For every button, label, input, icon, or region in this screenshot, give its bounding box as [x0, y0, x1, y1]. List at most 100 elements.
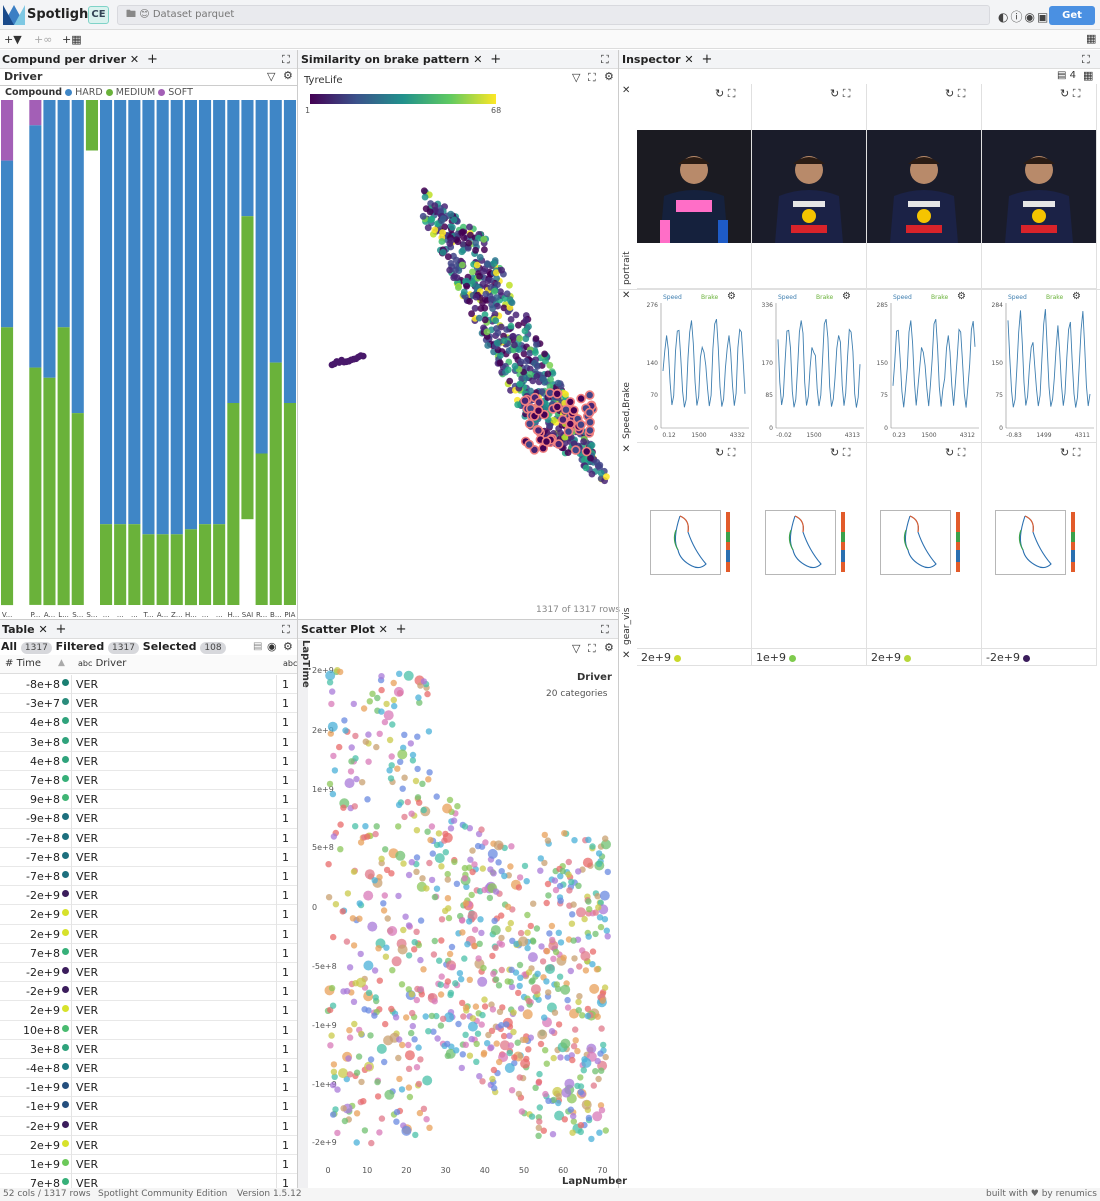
scatter-point[interactable]: [393, 1118, 400, 1125]
scatter-point[interactable]: [491, 917, 498, 924]
scatter-point[interactable]: [458, 1064, 465, 1072]
scatter-point[interactable]: [477, 976, 488, 987]
scatter-point[interactable]: [348, 758, 355, 765]
scatter-point[interactable]: [540, 1127, 547, 1134]
scatter-point[interactable]: [329, 1081, 337, 1089]
scatter-point[interactable]: [464, 941, 471, 948]
scatter-point[interactable]: [420, 678, 428, 685]
scatter-point[interactable]: [487, 866, 494, 873]
scatter-point[interactable]: [417, 1056, 424, 1063]
scatter-point[interactable]: [495, 859, 502, 866]
scatter-point[interactable]: [575, 1007, 582, 1014]
embedding-point[interactable]: [475, 314, 483, 322]
embedding-point[interactable]: [493, 325, 500, 332]
scatter-point[interactable]: [541, 1014, 548, 1021]
bar-segment-hard[interactable]: [227, 100, 240, 403]
selected-point[interactable]: [569, 405, 579, 416]
scatter-point[interactable]: [345, 1055, 352, 1062]
embedding-point[interactable]: [533, 341, 540, 348]
embedding-point[interactable]: [465, 239, 473, 247]
scatter-point[interactable]: [580, 951, 591, 961]
embedding-point[interactable]: [428, 215, 436, 223]
scatter-point[interactable]: [327, 1042, 334, 1049]
expand-icon[interactable]: ⛶: [1072, 446, 1081, 459]
embedding-point[interactable]: [504, 366, 512, 374]
scatter-point[interactable]: [419, 780, 426, 787]
embedding-point[interactable]: [489, 305, 496, 312]
embedding-point[interactable]: [481, 316, 489, 324]
tab-table[interactable]: Table: [2, 623, 35, 636]
scatter-point[interactable]: [598, 1107, 606, 1114]
bar-segment-hard[interactable]: [213, 100, 226, 525]
embedding-point[interactable]: [542, 403, 549, 411]
embedding-point[interactable]: [447, 260, 455, 267]
scatter-point[interactable]: [466, 825, 473, 832]
scatter-point[interactable]: [396, 1036, 403, 1043]
gear-track-image[interactable]: [995, 510, 1091, 580]
embedding-point[interactable]: [532, 349, 539, 356]
scatter-point[interactable]: [397, 749, 408, 760]
tab-inspector[interactable]: Inspector: [622, 53, 681, 66]
scatter-point[interactable]: [413, 854, 421, 861]
scatter-point[interactable]: [462, 1041, 469, 1048]
scatter-point[interactable]: [592, 930, 599, 938]
scatter-point[interactable]: [371, 967, 379, 974]
scatter-point[interactable]: [416, 699, 423, 706]
embedding-point[interactable]: [484, 277, 492, 285]
table-row[interactable]: -8e+8 VER 1: [0, 675, 297, 695]
scatter-point[interactable]: [544, 837, 552, 844]
scatter-point[interactable]: [543, 899, 550, 907]
embedding-point[interactable]: [431, 226, 439, 234]
scatter-point[interactable]: [575, 868, 582, 875]
scatter-point[interactable]: [507, 919, 514, 927]
maximize-icon[interactable]: ⛶: [601, 623, 609, 636]
scatter-point[interactable]: [386, 736, 394, 744]
scatter-point[interactable]: [365, 758, 372, 765]
scatter-point[interactable]: [515, 1090, 523, 1098]
settings-gear-icon[interactable]: ⚙: [604, 641, 614, 654]
selected-point[interactable]: [581, 446, 592, 457]
scatter-point[interactable]: [556, 882, 564, 890]
scatter-point[interactable]: [365, 1064, 373, 1071]
embedding-point[interactable]: [562, 391, 570, 398]
embedding-point[interactable]: [439, 215, 447, 222]
scatter-point[interactable]: [461, 823, 469, 830]
scatter-point[interactable]: [346, 1027, 353, 1034]
scatter-point[interactable]: [517, 929, 525, 937]
add-similarity-filter-button[interactable]: +∞: [34, 33, 53, 46]
scatter-point[interactable]: [392, 1014, 400, 1021]
scatter-point[interactable]: [535, 1132, 542, 1139]
embedding-point[interactable]: [472, 283, 480, 290]
scatter-point[interactable]: [382, 846, 389, 853]
scatter-point[interactable]: [413, 868, 420, 875]
scatter-point[interactable]: [570, 1118, 577, 1125]
table-row[interactable]: 2e+9 VER 1: [0, 905, 297, 925]
scatter-point[interactable]: [541, 831, 548, 839]
scatter-point[interactable]: [350, 998, 358, 1005]
scatter-point[interactable]: [459, 917, 466, 924]
scatter-point[interactable]: [584, 1005, 592, 1013]
scatter-point[interactable]: [473, 1040, 480, 1048]
tab-filtered[interactable]: Filtered 1317: [56, 640, 139, 654]
scatter-point[interactable]: [586, 1043, 597, 1054]
scatter-point[interactable]: [388, 870, 395, 877]
scatter-point[interactable]: [535, 1078, 543, 1085]
bar-segment-hard[interactable]: [156, 100, 169, 535]
scatter-point[interactable]: [330, 1111, 337, 1118]
scatter-point[interactable]: [581, 915, 588, 923]
scatter-point[interactable]: [530, 900, 537, 907]
embedding-point[interactable]: [508, 299, 516, 307]
scatter-point[interactable]: [602, 835, 609, 842]
bar-segment-medium[interactable]: [114, 524, 127, 605]
scatter-point[interactable]: [360, 1098, 367, 1105]
scatter-point[interactable]: [395, 801, 403, 809]
tab-all[interactable]: All 1317: [1, 640, 52, 654]
bar-segment-medium[interactable]: [128, 524, 141, 605]
scatter-point[interactable]: [405, 1084, 413, 1091]
scatter-point[interactable]: [382, 1020, 389, 1028]
scatter-point[interactable]: [517, 1005, 525, 1012]
scatter-point[interactable]: [564, 996, 571, 1004]
embedding-point[interactable]: [479, 280, 487, 288]
scatter-point[interactable]: [550, 1054, 557, 1062]
scatter-point[interactable]: [481, 996, 488, 1003]
